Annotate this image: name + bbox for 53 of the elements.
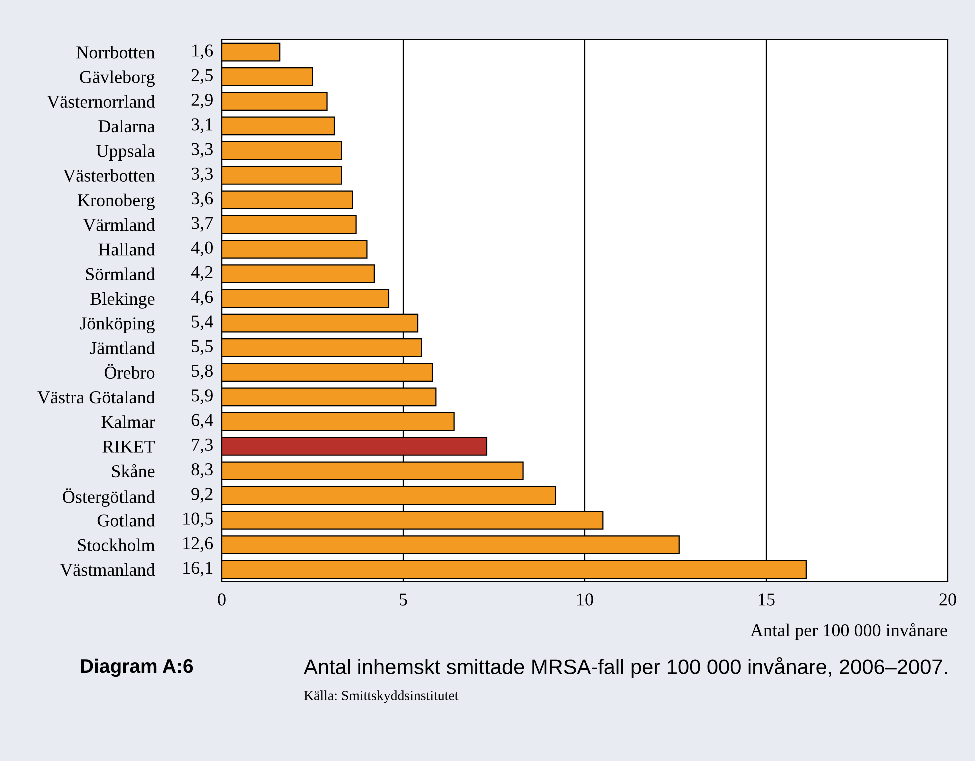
y-tick-label: Dalarna: [98, 120, 156, 133]
data-label: 3,3: [192, 168, 213, 183]
x-tick-label: 10: [578, 594, 594, 606]
data-label: 1,6: [192, 44, 214, 60]
x-tick-label: 15: [759, 594, 775, 606]
data-label: 16,1: [184, 562, 213, 577]
y-tick-label: Jämtland: [90, 342, 156, 354]
y-tick-label: Östergötland: [63, 488, 156, 507]
y-tick-label: Uppsala: [96, 144, 156, 161]
y-tick-label: Skåne: [112, 464, 155, 478]
text: Antal inhemskt smittade MRSA-fall per 100 000 invånare, 2006–2007.: [304, 657, 948, 679]
data-label: 10,5: [184, 512, 213, 528]
data-label: 4,2: [191, 266, 213, 282]
y-tick-label: Västerbotten: [63, 169, 156, 182]
data-label: 8,3: [192, 463, 213, 478]
text: Källa: Smittskyddsinstitutet: [304, 690, 459, 704]
data-label: 12,6: [184, 537, 214, 552]
y-tick-label: Västmanland: [60, 563, 156, 576]
y-tick-label: Jönköping: [80, 317, 155, 334]
x-tick-label: 5: [400, 594, 408, 606]
y-tick-label: RIKET: [102, 440, 156, 453]
y-tick-label: Västernorrland: [47, 95, 156, 108]
x-axis-title: Antal per 100 000 invånare: [750, 623, 948, 640]
data-label: 5,8: [192, 364, 213, 380]
data-label: 7,3: [192, 438, 213, 454]
data-label: 5,5: [192, 340, 213, 356]
x-tick-label: 0: [218, 594, 226, 606]
text: Diagram A:6: [81, 658, 194, 678]
data-label: 4,6: [191, 291, 214, 306]
data-label: 6,4: [192, 414, 214, 429]
data-label: 5,9: [192, 390, 213, 404]
y-tick-label: Värmland: [83, 218, 156, 232]
y-tick-label: Västra Götaland: [38, 390, 156, 404]
x-tick-label: 20: [940, 594, 956, 606]
data-label: 2,9: [192, 94, 213, 109]
y-tick-label: Halland: [98, 243, 156, 256]
data-label: 9,2: [192, 488, 213, 503]
y-tick-label: Örebro: [104, 364, 155, 380]
y-tick-label: Sörmland: [86, 268, 156, 280]
y-tick-label: Stockholm: [78, 538, 156, 552]
data-label: 3,3: [192, 143, 213, 158]
y-tick-label: Kalmar: [102, 416, 156, 428]
y-tick-label: Norrbotten: [76, 46, 156, 59]
y-tick-label: Blekinge: [90, 292, 155, 309]
data-label: 5,4: [192, 316, 214, 330]
data-label: 3,6: [192, 192, 214, 208]
y-tick-label: Gotland: [98, 514, 156, 527]
data-label: 3,1: [192, 118, 213, 134]
y-tick-label: Kronoberg: [78, 194, 155, 210]
data-label: 2,5: [192, 69, 213, 84]
data-label: 4,0: [191, 242, 213, 257]
y-tick-label: Gävleborg: [80, 70, 155, 88]
data-label: 3,7: [192, 217, 214, 232]
